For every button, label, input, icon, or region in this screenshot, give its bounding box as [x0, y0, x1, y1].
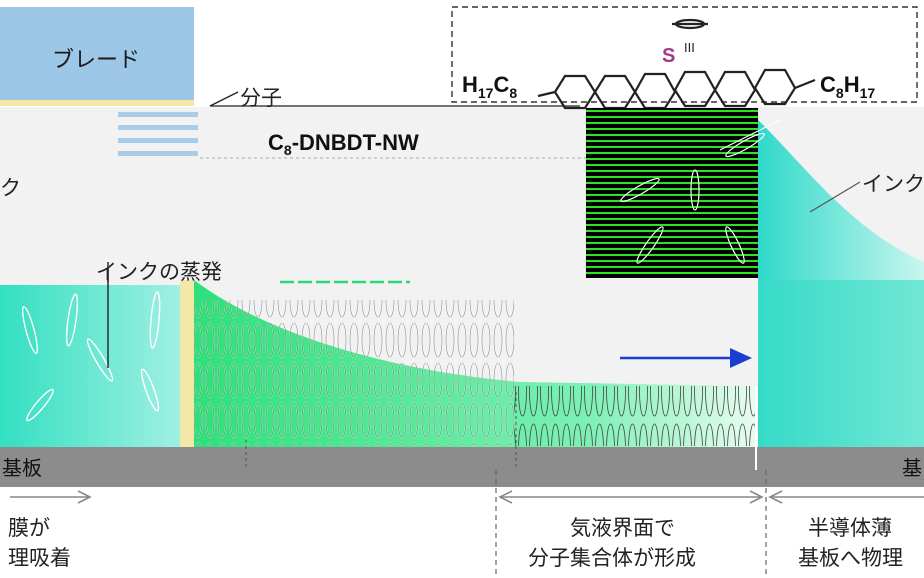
- inset-micrograph: [586, 108, 758, 278]
- ink-label-right: インク: [862, 172, 924, 196]
- chain-left: H17C8: [462, 72, 517, 101]
- inset-molecules: [620, 132, 765, 264]
- molecule-aggregates: [194, 300, 514, 446]
- caption-left-line2: 理吸着: [8, 546, 71, 570]
- caption-right-line1: 半導体薄: [808, 516, 892, 540]
- meniscus-edge: [180, 280, 194, 447]
- substrate-label-left: 基板: [2, 456, 42, 480]
- ink-left-region: [0, 285, 180, 447]
- molecule-structure: [537, 18, 816, 110]
- blade-label: ブレード: [52, 48, 141, 73]
- caption-middle-line2: 分子集合体が形成: [528, 546, 696, 570]
- molecule-legend: [118, 91, 590, 159]
- substrate-label-right: 基: [902, 456, 922, 480]
- molecule-label: 分子: [240, 86, 282, 110]
- caption-middle-line1: 気液界面で: [570, 516, 675, 540]
- bond-marker: III: [684, 40, 695, 55]
- compound-label: C8-DNBDT-NW: [268, 130, 419, 158]
- blade: [0, 7, 194, 105]
- free-molecules-left: [21, 291, 161, 422]
- evaporation-label: インクの蒸発: [96, 260, 222, 284]
- ink-pointer: [809, 181, 861, 213]
- ink-label-left: ク: [0, 176, 21, 200]
- ink-right-body: [758, 280, 924, 447]
- chain-right: C8H17: [820, 72, 875, 101]
- structure-frame: [451, 6, 918, 103]
- blade-edge: [0, 100, 194, 106]
- caption-right-line2: 基板へ物理: [798, 546, 903, 570]
- molecule-film: [514, 386, 756, 446]
- caption-left-line1: 膜が: [8, 516, 50, 540]
- substrate: [0, 447, 924, 487]
- sulfur-atom: S: [662, 45, 675, 67]
- region-arrows: [10, 490, 924, 504]
